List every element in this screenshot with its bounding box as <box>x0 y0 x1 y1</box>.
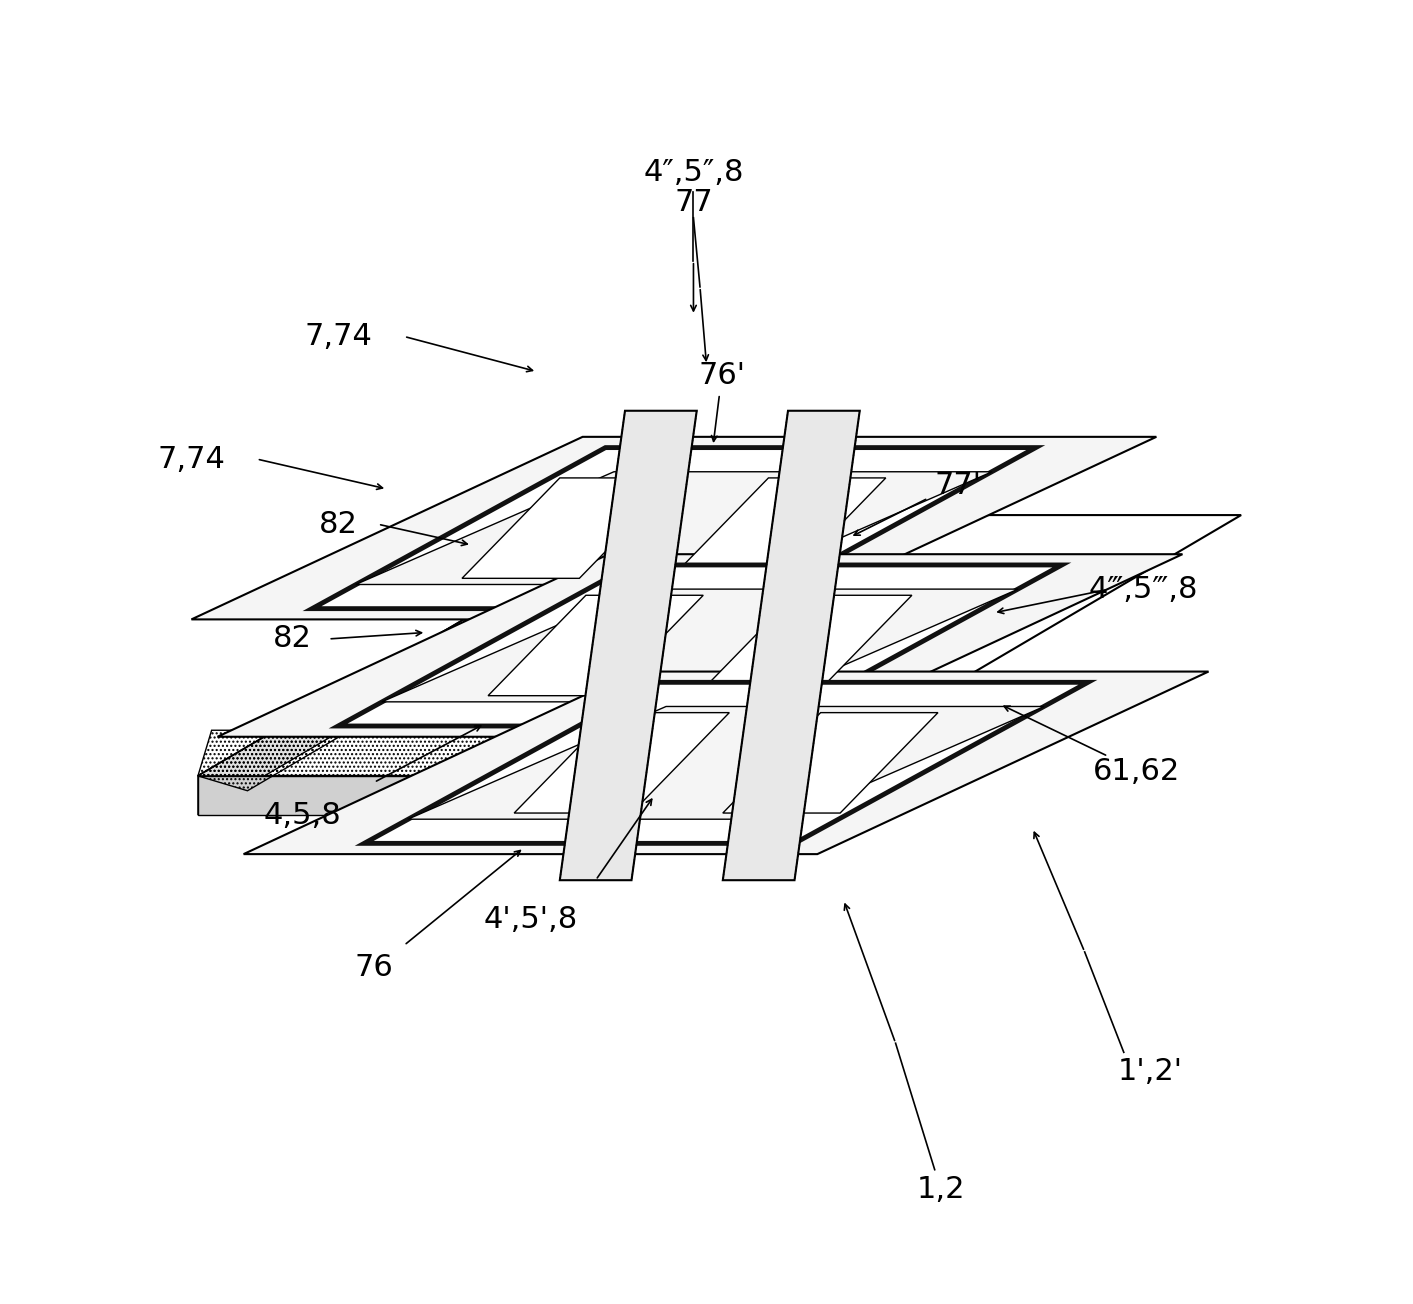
Text: 4,5,8: 4,5,8 <box>263 801 341 829</box>
Text: 82: 82 <box>273 625 311 653</box>
Polygon shape <box>697 595 911 696</box>
Polygon shape <box>312 447 1036 609</box>
Text: 76: 76 <box>355 953 393 982</box>
Polygon shape <box>408 707 1044 819</box>
Polygon shape <box>382 589 1019 702</box>
Polygon shape <box>723 712 938 814</box>
Polygon shape <box>356 472 992 584</box>
Polygon shape <box>243 672 1208 854</box>
Polygon shape <box>487 595 704 696</box>
Text: 1',2': 1',2' <box>1118 1058 1183 1086</box>
Polygon shape <box>723 411 859 880</box>
Polygon shape <box>462 479 677 579</box>
Text: 4',5',8: 4',5',8 <box>483 905 578 934</box>
Polygon shape <box>191 437 1156 619</box>
Polygon shape <box>671 479 886 579</box>
Polygon shape <box>514 712 729 814</box>
Polygon shape <box>198 515 642 815</box>
Text: 1,2: 1,2 <box>917 1175 965 1204</box>
Text: 4″,5″,8: 4″,5″,8 <box>643 158 743 186</box>
Polygon shape <box>198 776 798 815</box>
Text: 76': 76' <box>698 361 746 390</box>
Polygon shape <box>338 565 1061 726</box>
Polygon shape <box>198 515 1241 776</box>
Text: 82: 82 <box>319 510 359 539</box>
Text: 77: 77 <box>674 188 712 216</box>
Polygon shape <box>218 554 1183 737</box>
Polygon shape <box>560 411 697 880</box>
Text: 77': 77' <box>934 471 982 499</box>
Text: 61,62: 61,62 <box>1094 758 1180 786</box>
Polygon shape <box>365 682 1088 844</box>
Text: 4‴,5‴,8: 4‴,5‴,8 <box>1088 575 1198 604</box>
Text: 7,74: 7,74 <box>157 445 225 473</box>
Text: 7,74: 7,74 <box>305 322 373 351</box>
